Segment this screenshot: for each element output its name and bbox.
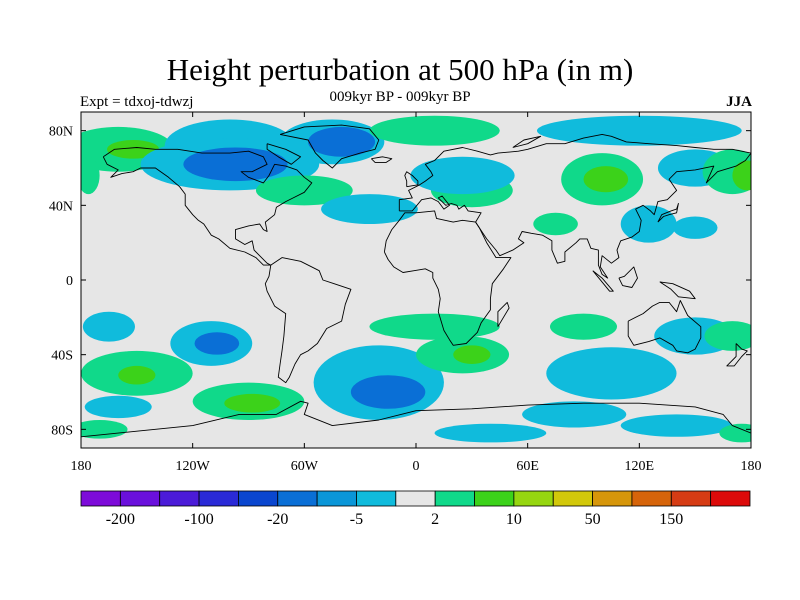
coastline-great-britain	[404, 171, 419, 188]
anomaly-region	[546, 347, 677, 400]
coastline-novaya-zemlya	[512, 135, 542, 148]
coastline-australia	[627, 300, 702, 354]
coastline-baffin-island	[266, 143, 302, 165]
coastline-africa	[383, 210, 512, 346]
coastline-borneo	[618, 266, 638, 288]
x-tick-label: 180	[71, 459, 92, 474]
y-tick-label: 80S	[51, 423, 73, 438]
anomaly-region	[704, 321, 751, 351]
anomaly-region	[194, 332, 240, 355]
coastline-north-america	[102, 147, 313, 266]
coastline-sumatra	[592, 270, 614, 292]
coastline-madagascar	[497, 301, 510, 327]
anomaly-region	[410, 156, 515, 195]
colorbar-label: -100	[184, 511, 213, 528]
colorbar-swatch	[119, 490, 161, 507]
colorbar-swatch	[316, 490, 357, 507]
colorbar-swatch	[670, 490, 712, 507]
map-subtitle: 009kyr BP - 009kyr BP	[329, 89, 471, 105]
colorbar-label: 2	[431, 511, 439, 528]
anomaly-region	[672, 216, 718, 239]
coastline-antarctica	[81, 400, 751, 438]
axis-ticks: 180 120W 60W 0 60E 120E 180 80N 40N 0 40S 80S	[49, 112, 762, 474]
colorbar-swatch	[710, 490, 751, 507]
anomaly-region	[107, 140, 160, 159]
colorbar-swatch	[198, 490, 239, 507]
experiment-label: Expt = tdxoj-tdwzj	[80, 94, 194, 110]
colorbar-swatch	[474, 490, 515, 507]
coastline-new-zealand	[726, 343, 748, 367]
colorbar-swatch	[631, 490, 672, 507]
colorbar-swatch	[80, 490, 121, 507]
anomaly-region	[522, 401, 627, 428]
anomaly-region	[224, 393, 281, 413]
anomaly-region	[533, 212, 578, 236]
y-tick-label: 40S	[51, 349, 73, 364]
colorbar-swatch	[592, 490, 633, 507]
coastline-greenland	[279, 124, 380, 169]
y-tick-label: 80N	[49, 125, 73, 140]
anomaly-region	[308, 126, 376, 157]
colorbar-swatch	[434, 490, 475, 507]
colorbar-swatch	[356, 490, 397, 507]
anomaly-region	[82, 311, 135, 342]
anomaly-region	[84, 395, 152, 419]
map-title: Height perturbation at 500 hPa (in m)	[166, 52, 634, 87]
anomaly-region	[620, 205, 677, 243]
anomaly-region	[321, 194, 418, 224]
colorbar-swatch	[277, 490, 318, 507]
anomaly-region	[732, 160, 751, 191]
colorbar-label: 150	[659, 511, 683, 528]
x-tick-label: 60E	[516, 459, 539, 474]
colorbar-label: -20	[267, 511, 288, 528]
anomaly-region	[369, 313, 500, 340]
colorbar-label: -200	[106, 511, 135, 528]
y-tick-label: 40N	[49, 199, 73, 214]
anomaly-region	[620, 414, 733, 437]
coastline-iceland	[370, 156, 393, 163]
x-tick-label: 0	[413, 459, 420, 474]
x-tick-label: 120E	[625, 459, 655, 474]
anomaly-region	[118, 365, 156, 385]
anomaly-region	[255, 175, 353, 206]
anomaly-region	[453, 345, 491, 364]
coastline-new-guinea	[659, 281, 696, 300]
colorbar-label: -5	[350, 511, 363, 528]
anomaly-region	[350, 375, 426, 409]
colorbar-label: 50	[585, 511, 601, 528]
anomaly-region	[434, 423, 547, 443]
anomaly-region	[550, 313, 617, 340]
season-label: JJA	[726, 94, 752, 110]
colorbar-swatch	[552, 490, 593, 507]
coastline-south-america	[264, 257, 352, 384]
coastlines	[81, 124, 751, 438]
anomaly-region	[536, 115, 742, 146]
anomaly-region	[719, 423, 751, 443]
coastline-japan	[657, 203, 679, 223]
colorbar-swatch	[395, 490, 436, 507]
anomaly-region	[81, 156, 100, 195]
x-tick-label: 180	[741, 459, 762, 474]
colorbar-swatch	[513, 490, 554, 507]
anomaly-region	[583, 166, 629, 193]
colorbar: -200 -100 -20 -5 2 10 50 150	[80, 490, 751, 528]
colorbar-swatch	[159, 490, 200, 507]
x-tick-label: 120W	[176, 459, 211, 474]
colorbar-label: 10	[506, 511, 522, 528]
anomaly-region	[369, 115, 500, 146]
coastline-eurasia	[398, 133, 751, 279]
anomaly-fills	[81, 115, 751, 443]
anomaly-region	[81, 420, 128, 439]
x-tick-label: 60W	[291, 459, 319, 474]
y-tick-label: 0	[66, 274, 73, 289]
colorbar-swatch	[238, 490, 279, 507]
